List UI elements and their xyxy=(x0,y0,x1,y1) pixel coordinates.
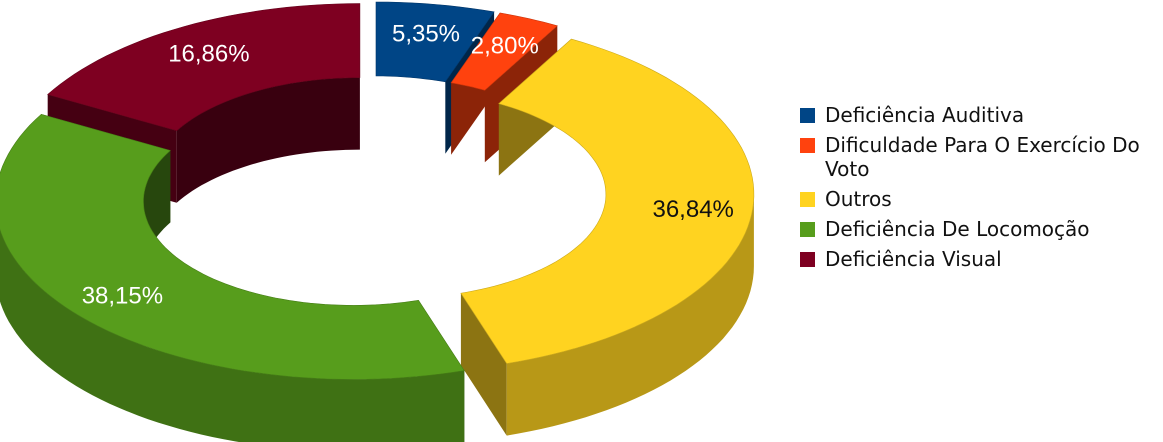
slice-label-4: 16,86% xyxy=(168,41,249,68)
legend-swatch xyxy=(800,252,815,267)
legend-swatch xyxy=(800,138,815,153)
slice-0 xyxy=(375,1,495,83)
legend-item: Deficiência Visual xyxy=(800,247,1160,271)
slice-label-1: 2,80% xyxy=(471,33,539,60)
legend-label: Deficiência De Locomoção xyxy=(825,217,1090,241)
legend-item: Outros xyxy=(800,187,1160,211)
legend-label: Deficiência Auditiva xyxy=(825,103,1025,127)
slice-2 xyxy=(460,38,755,364)
slice-3 xyxy=(0,113,465,380)
slice-label-2: 36,84% xyxy=(652,196,733,223)
slice-labels: 5,35% 2,80% 36,84% 38,15% 16,86% xyxy=(82,21,734,310)
slice-outer-wall-2-0 xyxy=(506,194,754,436)
slice-tops xyxy=(0,1,755,380)
legend-swatch xyxy=(800,108,815,123)
legend: Deficiência Auditiva Dificuldade Para O E… xyxy=(800,103,1160,277)
legend-swatch xyxy=(800,192,815,207)
slice-label-3: 38,15% xyxy=(82,283,163,310)
donut-chart: 5,35% 2,80% 36,84% 38,15% 16,86% xyxy=(0,1,755,442)
legend-item: Dificuldade Para O Exercício Do Voto xyxy=(800,133,1160,181)
slice-label-0: 5,35% xyxy=(392,21,460,48)
slice-cut-face-2-1 xyxy=(460,293,507,436)
slice-inner-wall-4 xyxy=(176,77,360,203)
legend-item: Deficiência Auditiva xyxy=(800,103,1160,127)
legend-swatch xyxy=(800,222,815,237)
legend-label: Deficiência Visual xyxy=(825,247,1002,271)
slice-4 xyxy=(47,3,361,132)
slice-1 xyxy=(450,12,558,91)
legend-label: Outros xyxy=(825,187,892,211)
slice-outer-wall-3-0 xyxy=(0,229,465,442)
legend-label: Dificuldade Para O Exercício Do Voto xyxy=(825,133,1140,181)
legend-item: Deficiência De Locomoção xyxy=(800,217,1160,241)
